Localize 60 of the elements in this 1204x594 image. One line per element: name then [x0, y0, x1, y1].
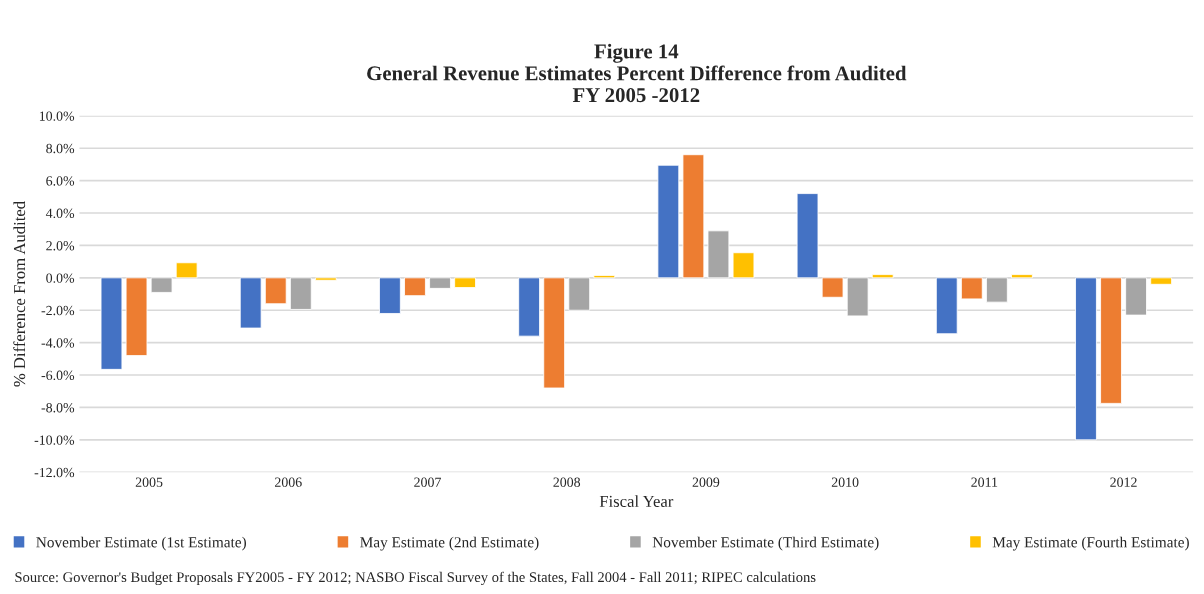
legend-label: November Estimate (Third Estimate) [652, 536, 879, 551]
bar [1125, 277, 1147, 316]
bar [379, 277, 401, 314]
bar [1075, 277, 1097, 441]
legend-label: May Estimate (2nd Estimate) [360, 536, 539, 551]
bar [935, 277, 958, 335]
y-tick-label: -2.0% [41, 305, 75, 316]
y-tick-label: -8.0% [41, 403, 75, 413]
bar [404, 277, 426, 297]
bar [657, 164, 680, 279]
y-axis-title: % Difference From Audited [13, 201, 26, 387]
bar [846, 277, 869, 317]
bar [593, 274, 616, 279]
x-tick-label: 2006 [275, 477, 302, 487]
bar [986, 277, 1008, 303]
x-axis-title: Fiscal Year [599, 495, 674, 507]
y-tick-label: -4.0% [41, 338, 75, 348]
source-note: Source: Governor's Budget Proposals FY2005 - FY 2012; NASBO Fiscal Survey of the States, Fall 2004 - Fall 2011; RIPEC calculations [15, 571, 816, 586]
legend-label: May Estimate (Fourth Estimate) [992, 536, 1189, 551]
bar [454, 277, 476, 288]
bar [960, 277, 983, 300]
x-tick-label: 2005 [135, 477, 163, 487]
bar [175, 262, 198, 279]
x-tick-label: 2011 [971, 477, 998, 487]
bar [732, 252, 755, 279]
legend-label: November Estimate (1st Estimate) [36, 536, 246, 551]
bar [707, 230, 730, 279]
bar [518, 277, 540, 337]
y-tick-label: -6.0% [41, 370, 75, 381]
y-tick-label: 8.0% [46, 143, 75, 154]
y-tick-label: 4.0% [45, 208, 75, 219]
x-tick-label: 2007 [414, 477, 441, 487]
y-tick-label: -10.0% [34, 435, 75, 445]
x-tick-label: 2008 [553, 477, 581, 487]
bar [315, 277, 337, 281]
y-tick-label: 2.0% [46, 241, 75, 251]
bar [239, 277, 262, 329]
bar [100, 277, 123, 370]
y-tick-label: 0.0% [46, 273, 75, 283]
bar [125, 277, 148, 357]
bar [1011, 274, 1033, 279]
x-tick-label: 2010 [831, 477, 859, 487]
bar [289, 277, 312, 310]
bar [429, 277, 451, 289]
y-tick-label: -12.0% [34, 467, 75, 478]
bar [871, 274, 894, 279]
chart-title: Figure 14 General Revenue Estimates Percent Difference from Audited FY 2005 -2012 [367, 43, 907, 103]
bar [264, 277, 287, 305]
bar [796, 193, 819, 279]
bar [543, 277, 566, 389]
bar [568, 277, 591, 311]
bar [1150, 277, 1173, 285]
bar [1100, 277, 1122, 404]
bar [682, 154, 705, 279]
y-tick-label: 10.0% [39, 111, 75, 121]
bar [821, 277, 844, 298]
x-tick-label: 2009 [692, 477, 720, 487]
bar [150, 277, 173, 293]
x-tick-label: 2012 [1110, 477, 1137, 487]
y-tick-label: 6.0% [46, 176, 75, 186]
